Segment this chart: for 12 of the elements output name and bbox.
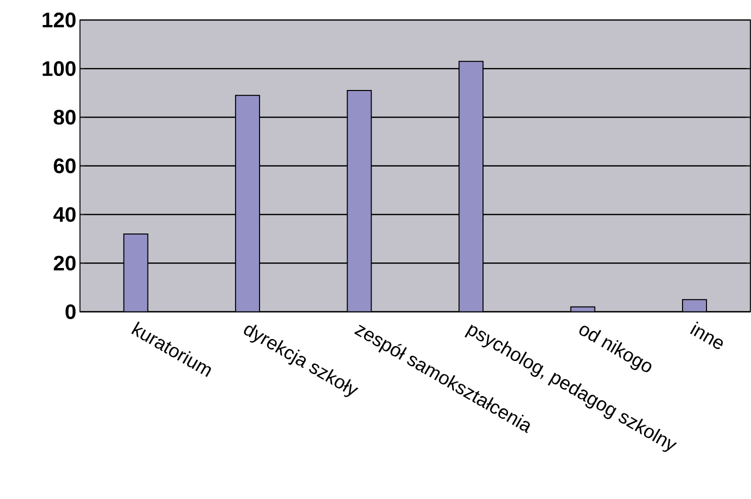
y-tick-label: 40 [53, 207, 76, 222]
y-tick-label: 20 [54, 256, 76, 271]
bar [235, 95, 260, 312]
y-tick-label: 80 [54, 110, 76, 125]
bar [123, 234, 148, 312]
bar [458, 61, 484, 312]
bar [346, 90, 372, 312]
y-tick-label: 100 [42, 61, 76, 76]
y-tick-label: 0 [66, 304, 76, 320]
y-tick-label: 120 [42, 12, 76, 28]
y-tick-label: 60 [54, 158, 76, 174]
x-tick-label: inne [690, 322, 723, 350]
